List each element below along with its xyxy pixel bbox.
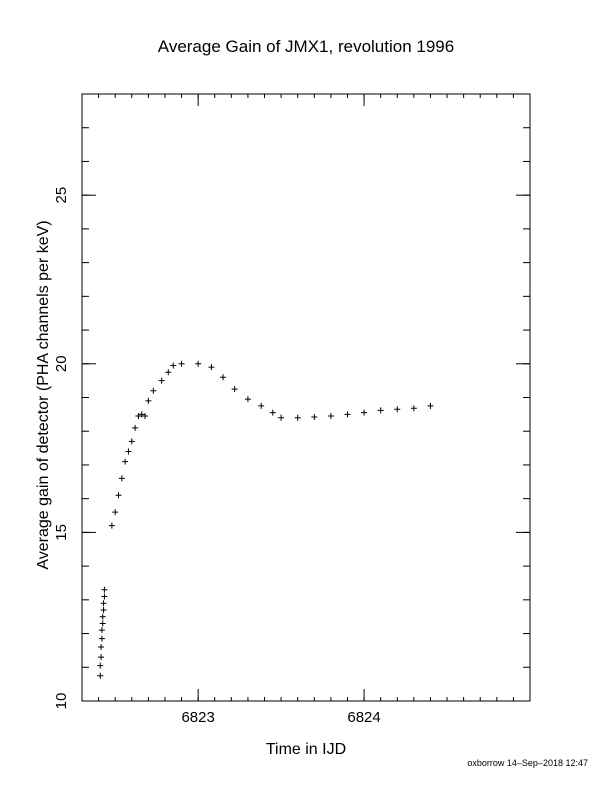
data-point xyxy=(142,413,149,420)
data-point xyxy=(410,405,417,412)
data-point xyxy=(344,411,351,418)
data-point xyxy=(294,414,301,421)
x-tick-label: 6823 xyxy=(181,709,214,726)
data-point xyxy=(97,672,104,679)
data-point xyxy=(158,377,165,384)
y-tick-label: 10 xyxy=(53,693,70,710)
chart-title: Average Gain of JMX1, revolution 1996 xyxy=(158,37,454,56)
plot-frame xyxy=(81,93,531,702)
data-point xyxy=(327,413,334,420)
data-point xyxy=(269,409,276,416)
data-point xyxy=(135,413,142,420)
data-point xyxy=(208,364,215,371)
data-point xyxy=(231,386,238,393)
ticks: 6823 6824 10 15 20 25 xyxy=(53,93,531,726)
data-point xyxy=(101,586,108,593)
data-point xyxy=(278,414,285,421)
data-point xyxy=(165,369,172,376)
data-point xyxy=(122,458,129,465)
data-point xyxy=(244,396,251,403)
data-point xyxy=(98,635,105,642)
data-point xyxy=(101,593,108,600)
data-point xyxy=(220,374,227,381)
data-point xyxy=(99,620,106,627)
x-tick-label: 6824 xyxy=(347,709,380,726)
data-point xyxy=(178,360,185,367)
data-point xyxy=(394,406,401,413)
data-point xyxy=(145,397,152,404)
data-point xyxy=(100,606,107,613)
data-point xyxy=(115,492,122,499)
data-point xyxy=(112,509,119,516)
data-point xyxy=(98,654,105,661)
data-point xyxy=(98,644,105,651)
data-point xyxy=(311,414,318,421)
y-axis-label: Average gain of detector (PHA channels p… xyxy=(35,220,52,569)
footer-credit: oxborrow 14–Sep–2018 12:47 xyxy=(467,758,588,768)
data-point xyxy=(377,407,384,414)
y-tick-label: 25 xyxy=(53,187,70,204)
data-point xyxy=(108,522,115,529)
data-points xyxy=(97,360,434,679)
data-point xyxy=(125,448,132,455)
y-tick-label: 15 xyxy=(53,524,70,541)
data-point xyxy=(97,662,104,669)
data-point xyxy=(99,613,106,620)
data-point xyxy=(361,409,368,416)
data-point xyxy=(132,424,139,431)
data-point xyxy=(195,360,202,367)
data-point xyxy=(118,475,125,482)
data-point xyxy=(100,600,107,607)
data-point xyxy=(170,362,177,369)
data-point xyxy=(150,387,157,394)
data-point xyxy=(128,438,135,445)
data-point xyxy=(258,402,265,409)
data-point xyxy=(138,411,145,418)
data-point xyxy=(98,627,105,634)
y-tick-label: 20 xyxy=(53,355,70,372)
x-axis-label: Time in IJD xyxy=(266,741,346,758)
data-point xyxy=(427,402,434,409)
